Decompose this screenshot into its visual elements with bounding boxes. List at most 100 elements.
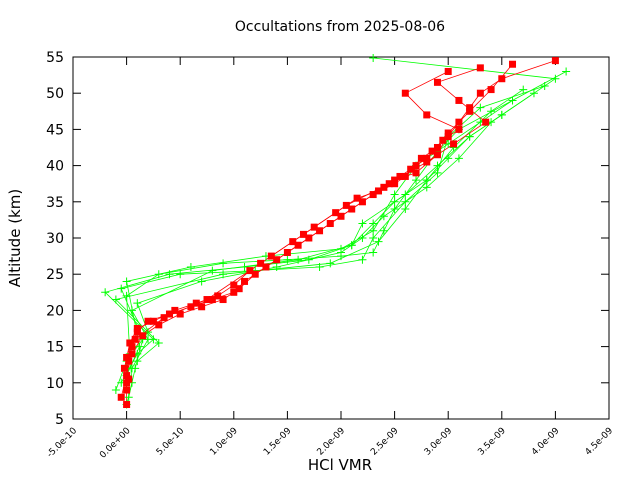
green-profiles-point <box>476 103 485 112</box>
red-profiles-point <box>450 140 458 148</box>
x-tick-label: 5.0e-10 <box>155 426 187 458</box>
red-profiles-point <box>487 86 495 94</box>
green-profiles-point <box>144 335 153 344</box>
red-profiles-point <box>509 60 517 68</box>
green-profiles-point <box>540 81 549 90</box>
red-profiles-line <box>126 67 487 380</box>
red-profiles-point <box>476 64 484 72</box>
red-profiles-point <box>551 57 559 65</box>
green-profiles-point <box>133 357 142 366</box>
chart-title: Occultations from 2025-08-06 <box>235 19 445 35</box>
red-profiles-point <box>423 111 431 119</box>
green-profiles-point <box>529 89 538 98</box>
y-tick-label: 40 <box>46 159 64 175</box>
red-profiles-point <box>305 234 313 242</box>
green-profiles-point <box>186 262 195 271</box>
green-profiles-point <box>326 259 335 268</box>
green-profiles-point <box>422 183 431 192</box>
red-profiles-point <box>128 350 136 358</box>
red-profiles-point <box>391 180 399 188</box>
red-profiles-line <box>120 71 460 398</box>
red-profiles-point <box>466 104 474 112</box>
red-profiles-point <box>126 339 134 347</box>
red-profiles-point <box>358 198 366 206</box>
green-profiles-point <box>433 161 442 170</box>
red-profiles-point <box>160 314 168 322</box>
y-tick-label: 15 <box>46 340 64 356</box>
green-profiles-point <box>111 386 120 395</box>
green-profiles-point <box>219 259 228 268</box>
green-profiles-point <box>358 234 367 242</box>
red-profiles-point <box>230 281 238 289</box>
green-profiles-point <box>154 270 163 279</box>
green-profiles-point <box>379 212 388 221</box>
green-profiles-point <box>127 306 136 315</box>
red-profiles-point <box>396 172 404 180</box>
green-profiles-point <box>294 255 303 264</box>
red-profiles-point <box>120 364 128 372</box>
red-profiles-point <box>498 75 506 83</box>
plot-frame <box>72 56 610 420</box>
green-profiles-point <box>117 284 126 293</box>
green-profiles-line <box>104 114 503 383</box>
red-profiles-point <box>455 96 463 104</box>
green-profiles-point <box>401 205 410 214</box>
green-profiles-point <box>390 205 399 214</box>
green-profiles-line <box>120 85 545 398</box>
red-profiles-line <box>124 63 513 391</box>
x-tick-label: 2.5e-09 <box>369 426 401 458</box>
green-profiles-point <box>444 154 453 163</box>
red-profiles-point <box>131 335 139 343</box>
red-profiles-point <box>444 133 452 141</box>
red-profiles-point <box>246 267 254 275</box>
red-profiles-point <box>294 241 302 249</box>
red-profiles-point <box>310 223 318 231</box>
green-profiles-point <box>197 277 206 286</box>
red-profiles-point <box>165 310 173 318</box>
green-profiles-point <box>401 190 410 199</box>
red-profiles-point <box>155 321 163 329</box>
green-profiles-point <box>369 219 378 228</box>
red-profiles-point <box>385 180 393 188</box>
red-profiles-point <box>267 252 275 260</box>
green-profiles-point <box>124 393 133 402</box>
red-profiles-point <box>214 292 222 300</box>
red-profiles-point <box>299 230 307 238</box>
y-tick-label: 35 <box>46 195 64 211</box>
green-profiles-point <box>390 190 399 199</box>
green-profiles-point <box>358 219 367 228</box>
red-profiles-point <box>230 288 238 296</box>
red-profiles-point <box>412 162 420 170</box>
red-profiles-point <box>187 303 195 311</box>
red-profiles-point <box>444 129 452 137</box>
green-profiles-point <box>390 197 399 206</box>
x-tick-label: 1.0e-09 <box>208 426 240 458</box>
green-profiles-point <box>101 288 110 297</box>
green-profiles-point <box>133 299 142 308</box>
red-profiles-point <box>123 386 131 394</box>
red-profiles-point <box>337 212 345 220</box>
red-profiles-point <box>133 325 141 332</box>
green-profiles-point <box>369 226 378 235</box>
red-profiles-point <box>123 379 131 387</box>
y-tick-label: 45 <box>46 122 64 138</box>
red-profiles-point <box>482 118 490 126</box>
red-profiles-point <box>401 89 409 97</box>
x-tick-label: 4.0e-09 <box>530 426 562 458</box>
green-profiles-point <box>219 270 228 279</box>
red-profiles-point <box>316 227 324 235</box>
red-profiles-point <box>348 205 356 213</box>
red-profiles-point <box>235 285 243 293</box>
red-profiles-point <box>326 220 334 228</box>
green-profiles-point <box>401 197 410 206</box>
x-tick-label: 0.0e+00 <box>98 426 133 461</box>
red-profiles-point <box>251 270 259 278</box>
red-profiles-point <box>439 136 447 144</box>
green-profiles-point <box>315 262 324 271</box>
series-lines <box>104 57 567 405</box>
red-profiles-point <box>139 332 147 340</box>
green-profiles-point <box>465 132 474 141</box>
red-profiles-point <box>353 194 361 202</box>
red-profiles-point <box>176 310 184 318</box>
red-profiles-point <box>375 187 383 195</box>
